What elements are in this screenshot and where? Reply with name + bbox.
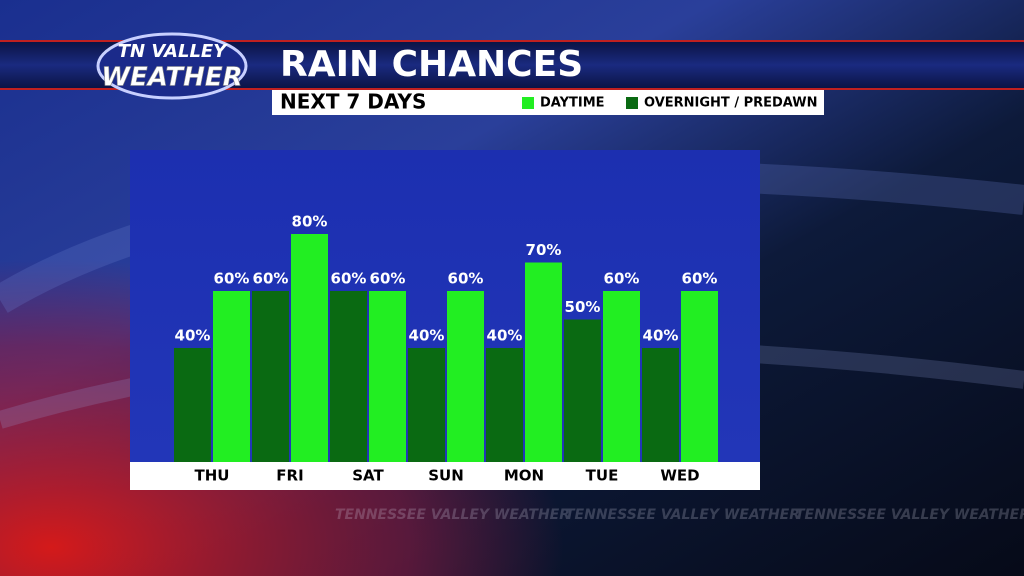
bar: [252, 291, 289, 462]
logo: [96, 32, 248, 100]
bar: [174, 348, 211, 462]
title: RAIN CHANCES: [280, 44, 583, 85]
value-label: 60%: [682, 270, 718, 288]
bar: [486, 348, 523, 462]
subtitle-bar: [272, 90, 824, 115]
x-tick-label: WED: [660, 467, 699, 485]
value-label: 60%: [604, 270, 640, 288]
watermark: TENNESSEE VALLEY WEATHER: [335, 507, 570, 523]
legend-swatch: [522, 97, 534, 109]
x-tick-label: MON: [504, 467, 544, 485]
watermark: TENNESSEE VALLEY WEATHER: [795, 507, 1024, 523]
value-label: 50%: [565, 298, 601, 316]
bar: [330, 291, 367, 462]
logo-text: WEATHER: [101, 63, 242, 93]
band-line: [0, 40, 1024, 42]
value-label: 60%: [331, 270, 367, 288]
category-strip: [130, 462, 760, 490]
bar: [408, 348, 445, 462]
value-label: 80%: [292, 213, 328, 231]
logo-text: TN VALLEY: [118, 41, 228, 62]
value-label: 40%: [409, 327, 445, 345]
bar: [447, 291, 484, 462]
bar: [525, 262, 562, 462]
subtitle: NEXT 7 DAYS: [280, 90, 426, 114]
x-tick-label: TUE: [586, 467, 619, 485]
value-label: 40%: [175, 327, 211, 345]
legend-label: DAYTIME: [540, 96, 605, 111]
bar: [369, 291, 406, 462]
bar: [681, 291, 718, 462]
value-label: 60%: [370, 270, 406, 288]
band-line: [0, 88, 1024, 90]
x-tick-label: SAT: [352, 467, 384, 485]
x-tick-label: SUN: [428, 467, 464, 485]
value-label: 60%: [253, 270, 289, 288]
value-label: 40%: [487, 327, 523, 345]
bar: [291, 234, 328, 462]
value-label: 60%: [214, 270, 250, 288]
watermark-group: TENNESSEE VALLEY WEATHER TENNESSEE VALLE…: [335, 507, 1024, 523]
bar: [564, 319, 601, 462]
bar: [642, 348, 679, 462]
x-tick-label: THU: [195, 467, 230, 485]
watermark: TENNESSEE VALLEY WEATHER: [565, 507, 800, 523]
legend-swatch: [626, 97, 638, 109]
x-tick-label: FRI: [276, 467, 303, 485]
value-label: 60%: [448, 270, 484, 288]
value-label: 40%: [643, 327, 679, 345]
bar: [603, 291, 640, 462]
bar: [213, 291, 250, 462]
legend-label: OVERNIGHT / PREDAWN: [644, 96, 818, 111]
value-label: 70%: [526, 241, 562, 259]
